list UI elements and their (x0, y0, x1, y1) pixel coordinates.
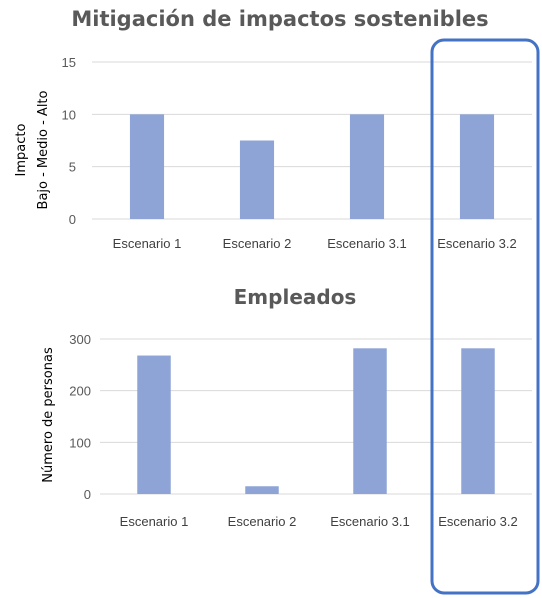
empleados-chart-title: Empleados (234, 285, 357, 309)
empleados-y-tick-label: 200 (69, 384, 91, 399)
empleados-category-label: Escenario 1 (120, 514, 189, 529)
mitigacion-bar (239, 140, 275, 219)
mitigacion-bar (459, 114, 495, 219)
mitigacion-category-label: Escenario 2 (223, 236, 292, 251)
empleados-category-label: Escenario 3.2 (438, 514, 518, 529)
mitigacion-y-axis-title: Impacto (14, 124, 29, 177)
empleados-y-tick-label: 0 (84, 487, 91, 502)
mitigacion-y-tick-label: 15 (62, 55, 76, 70)
mitigacion-category-label: Escenario 3.1 (327, 236, 407, 251)
mitigacion-category-label: Escenario 1 (113, 236, 182, 251)
mitigacion-bar (349, 114, 385, 219)
mitigacion-chart-title: Mitigación de impactos sostenibles (71, 7, 488, 31)
empleados-bar (137, 355, 171, 494)
empleados-y-tick-label: 300 (69, 332, 91, 347)
highlight-box-escenario-3-2 (430, 38, 540, 595)
empleados-bar (245, 486, 279, 494)
empleados-category-label: Escenario 2 (228, 514, 297, 529)
mitigacion-y-tick-label: 0 (69, 212, 76, 227)
empleados-y-tick-label: 100 (69, 435, 91, 450)
empleados-category-label: Escenario 3.1 (330, 514, 410, 529)
empleados-bar (461, 348, 495, 494)
chart-mitigacion: Mitigación de impactos sostenibles 0 5 10 15… (14, 7, 532, 251)
mitigacion-y-axis-title: Bajo - Medio - Alto (36, 90, 51, 209)
chart-empleados: Empleados 0 100 200 300 Escenario 1 Escenario … (41, 285, 532, 529)
mitigacion-y-tick-label: 5 (69, 160, 76, 175)
empleados-y-axis-title: Número de personas (41, 347, 56, 483)
mitigacion-bar (129, 114, 165, 219)
empleados-bar (353, 348, 387, 494)
mitigacion-y-tick-label: 10 (62, 107, 76, 122)
mitigacion-category-label: Escenario 3.2 (437, 236, 517, 251)
